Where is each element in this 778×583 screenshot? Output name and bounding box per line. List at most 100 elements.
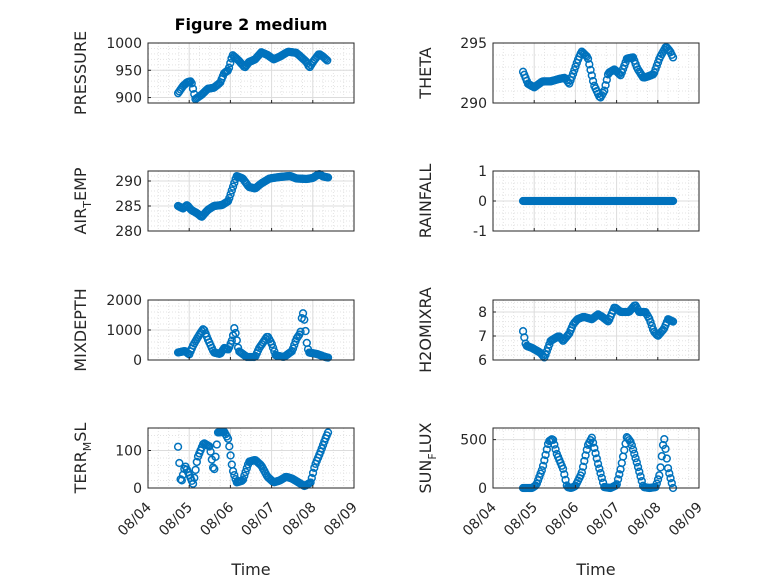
x-tick-label: 08/07 — [584, 500, 624, 540]
data-point — [635, 467, 644, 476]
data-point — [228, 467, 238, 476]
data-point — [238, 475, 248, 484]
data-point — [210, 464, 219, 474]
y-tick-label: 290 — [115, 174, 142, 190]
data-point — [192, 457, 201, 467]
data-point — [537, 466, 546, 475]
subplot-sun-flux: 0 500 SUNFLUX 08/04 08/05 08/06 08/07 08/08 08/0… — [416, 422, 706, 539]
x-tick-label: 08/05 — [501, 500, 541, 540]
data-point — [307, 473, 316, 483]
data-point — [590, 443, 599, 453]
y-tick-label: 100 — [115, 444, 142, 460]
data-point — [301, 326, 310, 336]
y-tick-label: 2000 — [106, 293, 142, 309]
data-point — [665, 469, 674, 478]
data-point — [188, 479, 198, 488]
data-point — [655, 471, 664, 480]
data-point — [586, 65, 595, 75]
data-point — [558, 464, 568, 473]
data-point — [296, 327, 305, 336]
data-point — [593, 459, 603, 468]
x-tick-label: 08/09 — [321, 500, 361, 540]
data-point — [173, 442, 183, 451]
data-point — [541, 450, 550, 460]
data-point — [551, 445, 560, 454]
data-point — [226, 58, 235, 68]
x-tick-label: 08/06 — [542, 499, 582, 539]
data-point — [227, 336, 236, 345]
axes-frame — [147, 427, 355, 489]
data-point — [596, 469, 605, 478]
data-point — [627, 441, 636, 450]
data-point — [662, 454, 671, 463]
data-point — [582, 445, 591, 454]
axes-frame — [492, 42, 700, 104]
data-point — [241, 467, 250, 477]
data-point — [631, 453, 640, 463]
y-tick-label: 6 — [478, 353, 487, 369]
data-point — [225, 442, 234, 451]
subplot-mixdepth: 0 1000 2000 MIXDEPTH — [71, 288, 355, 372]
data-point — [595, 464, 604, 473]
y-tick-label: 7 — [478, 329, 487, 345]
data-point — [636, 472, 645, 481]
x-tick-label: 08/04 — [115, 499, 155, 539]
data-point — [668, 317, 678, 326]
data-point — [580, 456, 589, 466]
y-tick-label: 1000 — [106, 323, 142, 339]
x-tick-label: 08/07 — [239, 500, 279, 540]
data-point — [224, 63, 234, 72]
data-point — [267, 339, 276, 349]
data-point — [187, 79, 196, 88]
data-point — [540, 456, 549, 465]
y-tick-label: 950 — [115, 63, 142, 79]
data-point — [211, 452, 220, 461]
data-point — [571, 62, 580, 71]
data-point — [306, 478, 315, 487]
subplot-rainfall: -1 0 1 RAINFALL — [416, 164, 700, 240]
data-point — [587, 433, 596, 442]
data-point — [198, 325, 208, 334]
subplot-air-temp: 280 285 290 AIRTEMP — [71, 167, 355, 240]
data-point — [230, 178, 239, 188]
data-point — [653, 475, 663, 484]
data-point — [550, 440, 559, 449]
x-tick-label: 08/08 — [625, 500, 665, 540]
data-point — [666, 474, 675, 483]
data-point — [228, 182, 238, 191]
x-tick-label: 08/08 — [280, 500, 320, 540]
subplot-h2omixra: 6 7 8 H2OMIXRA — [416, 287, 700, 373]
data-point — [213, 80, 222, 89]
y-tick-label: 295 — [460, 36, 487, 52]
axes-frame — [492, 427, 700, 489]
data-point — [175, 458, 184, 468]
y-tick-label: 285 — [115, 199, 142, 215]
data-point — [323, 353, 333, 362]
data-point — [191, 465, 200, 475]
data-point — [587, 71, 596, 80]
data-point — [628, 445, 638, 454]
x-tick-label: 08/06 — [197, 499, 237, 539]
data-point — [583, 54, 593, 63]
data-point — [588, 76, 598, 86]
y-axis-label: PRESSURE — [71, 31, 90, 115]
data-point — [591, 449, 600, 458]
y-axis-label: AIRTEMP — [71, 167, 94, 234]
data-point — [177, 476, 186, 485]
x-tick-label: 08/05 — [156, 500, 196, 540]
x-tick-label: 08/09 — [666, 500, 706, 540]
data-point — [668, 53, 678, 62]
data-point — [600, 86, 609, 95]
data-point — [568, 69, 578, 78]
data-point — [205, 442, 214, 451]
x-axis-label-right: Time — [575, 560, 615, 579]
data-point — [592, 454, 601, 463]
chart-title: Figure 2 medium — [175, 15, 328, 34]
data-point — [646, 317, 655, 327]
data-point — [663, 464, 673, 473]
data-point — [581, 451, 590, 460]
data-point — [323, 56, 332, 65]
data-point — [613, 475, 623, 484]
data-point — [230, 324, 239, 333]
